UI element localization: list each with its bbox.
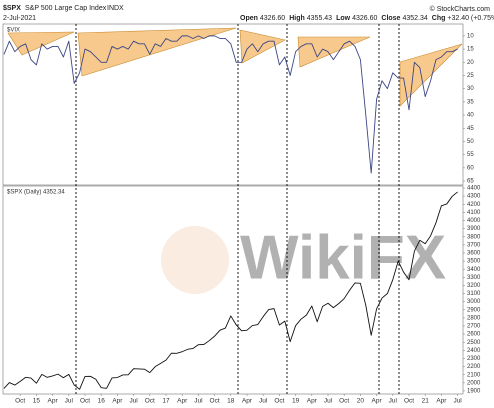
x-tick-label: Jul <box>453 398 462 405</box>
y-tick-label: 3700 <box>467 242 481 248</box>
wedge <box>239 29 286 64</box>
quote-value: 4326.60 <box>260 15 285 22</box>
x-tick-label: Oct <box>339 398 349 405</box>
y-tick-label: 2100 <box>467 372 481 378</box>
exchange: INDX <box>107 5 124 12</box>
x-tick-label: 18 <box>227 398 235 405</box>
y-tick-label: 2600 <box>467 332 481 338</box>
x-tick-label: 21 <box>422 398 430 405</box>
x-tick-label: 20 <box>357 398 365 405</box>
y-tick-label: 3300 <box>467 275 481 281</box>
x-tick-label: 19 <box>292 398 300 405</box>
x-tick-label: Apr <box>307 398 318 405</box>
x-tick-label: 17 <box>162 398 170 405</box>
wedge <box>399 43 463 107</box>
y-tick-label: 50 <box>467 139 474 145</box>
x-tick-label: Jul <box>324 398 333 405</box>
quote-value: +32.40 (+0.75%) <box>447 15 494 22</box>
y-tick-label: 25 <box>467 73 474 79</box>
x-tick-label: Jul <box>194 398 203 405</box>
x-tick-label: Apr <box>177 398 188 405</box>
y-tick-label: 3200 <box>467 283 481 289</box>
x-tick-label: Apr <box>372 398 383 405</box>
x-tick-label: Apr <box>48 398 59 405</box>
wedge <box>297 36 371 68</box>
y-tick-label: 45 <box>467 126 474 132</box>
y-tick-label: 30 <box>467 86 474 92</box>
quote-label: Low <box>336 15 351 22</box>
y-tick-label: 10 <box>467 33 474 39</box>
copyright: © StockCharts.com <box>430 5 491 13</box>
bottom-panel <box>2 185 464 395</box>
series-line <box>3 35 458 174</box>
y-tick-label: 2800 <box>467 315 481 321</box>
y-tick-label: 40 <box>467 113 474 119</box>
wedge <box>7 31 75 56</box>
x-tick-label: 15 <box>33 398 41 405</box>
y-tick-label: 2700 <box>467 324 481 330</box>
y-tick-label: 35 <box>467 99 474 105</box>
y-tick-label: 3100 <box>467 291 481 297</box>
y-tick-label: 4000 <box>467 218 481 224</box>
x-tick-label: Jul <box>129 398 138 405</box>
wedge <box>77 27 237 77</box>
quote: Open 4326.60 High 4355.43 Low 4326.60 Close 435… <box>240 15 494 22</box>
x-tick-label: Oct <box>15 398 25 405</box>
quote-label: Chg <box>432 15 446 22</box>
x-tick-label: Jul <box>65 398 74 405</box>
index-name: S&P 500 Large Cap Index <box>25 5 107 12</box>
quote-value: 4352.34 <box>402 15 427 22</box>
wedges <box>7 27 463 107</box>
y-tick-label: 3800 <box>467 234 481 240</box>
quote-label: Close <box>381 15 400 22</box>
x-tick-label: Oct <box>210 398 220 405</box>
watermark-logo <box>161 226 229 294</box>
y-tick-label: 4200 <box>467 202 481 208</box>
y-tick-label: 2400 <box>467 348 481 354</box>
y-tick-label: 4400 <box>467 186 481 192</box>
legend-entry: $VIX <box>7 28 20 34</box>
y-tick-label: 3000 <box>467 299 481 305</box>
x-tick-label: Jul <box>389 398 398 405</box>
y-tick-label: 2300 <box>467 356 481 362</box>
y-tick-label: 2000 <box>467 380 481 386</box>
y-tick-label: 2900 <box>467 307 481 313</box>
x-tick-label: Apr <box>112 398 123 405</box>
y-tick-label: 65 <box>467 179 474 185</box>
x-tick-label: 16 <box>98 398 106 405</box>
quote-label: High <box>289 15 305 22</box>
x-tick-label: Jul <box>259 398 268 405</box>
y-tick-label: 1900 <box>467 388 481 394</box>
x-tick-label: Apr <box>436 398 447 405</box>
x-tick-label: Oct <box>145 398 155 405</box>
y-tick-label: 55 <box>467 152 474 158</box>
date: 2-Jul-2021 <box>3 15 36 22</box>
symbol: $SPX <box>3 5 21 12</box>
y-tick-label: 20 <box>467 60 474 66</box>
y-tick-label: 3500 <box>467 259 481 265</box>
series-line <box>3 191 458 390</box>
quote-value: 4326.60 <box>352 15 377 22</box>
x-tick-label: Oct <box>80 398 90 405</box>
y-tick-label: 15 <box>467 47 474 53</box>
y-tick-label: 3900 <box>467 226 481 232</box>
x-tick-label: Oct <box>274 398 284 405</box>
y-tick-label: 2500 <box>467 340 481 346</box>
quote-label: Open <box>240 15 258 22</box>
y-tick-label: 4300 <box>467 194 481 200</box>
y-tick-label: 4100 <box>467 210 481 216</box>
watermark-text: WikiFX <box>240 223 446 292</box>
y-tick-label: 3400 <box>467 267 481 273</box>
x-tick-label: Apr <box>242 398 253 405</box>
top-panel <box>2 23 464 186</box>
x-tick-label: Oct <box>404 398 414 405</box>
y-tick-label: 2200 <box>467 364 481 370</box>
quote-value: 4355.43 <box>307 15 332 22</box>
watermark: WikiFX <box>161 223 446 294</box>
y-tick-label: 60 <box>467 165 474 171</box>
y-tick-label: 3600 <box>467 251 481 257</box>
legend-entry: $SPX (Daily) 4352.34 <box>7 190 65 196</box>
markers <box>75 24 400 394</box>
